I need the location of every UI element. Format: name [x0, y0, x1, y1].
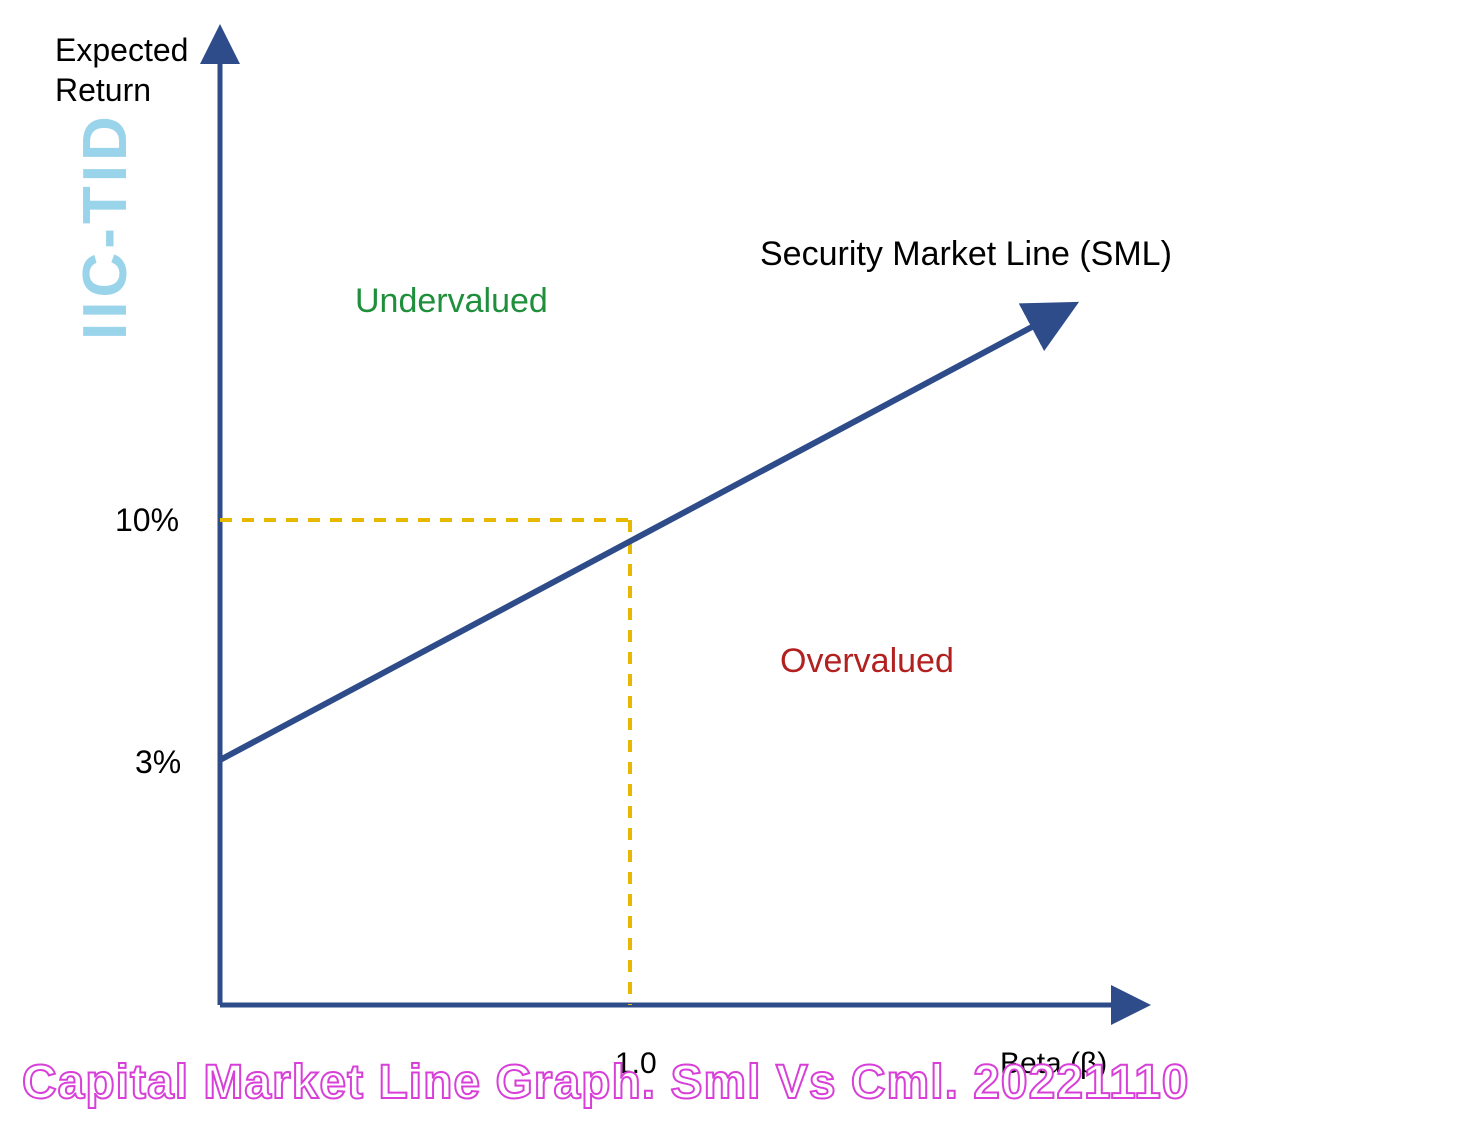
- chart-stage: IIC-TID Expected Return 3% 10% 1.0 Beta …: [0, 0, 1464, 1141]
- bottom-watermark: Capital Market Line Graph. Sml Vs Cml. 2…: [22, 1055, 1190, 1110]
- sml-chart-svg: [0, 0, 1464, 1141]
- y-tick-10pct: 10%: [115, 500, 179, 540]
- y-tick-3pct: 3%: [135, 742, 181, 782]
- overvalued-label: Overvalued: [780, 640, 954, 683]
- y-axis-label: Expected Return: [55, 30, 188, 110]
- sml-label: Security Market Line (SML): [760, 233, 1172, 276]
- undervalued-label: Undervalued: [355, 280, 548, 323]
- sml-line: [220, 312, 1060, 760]
